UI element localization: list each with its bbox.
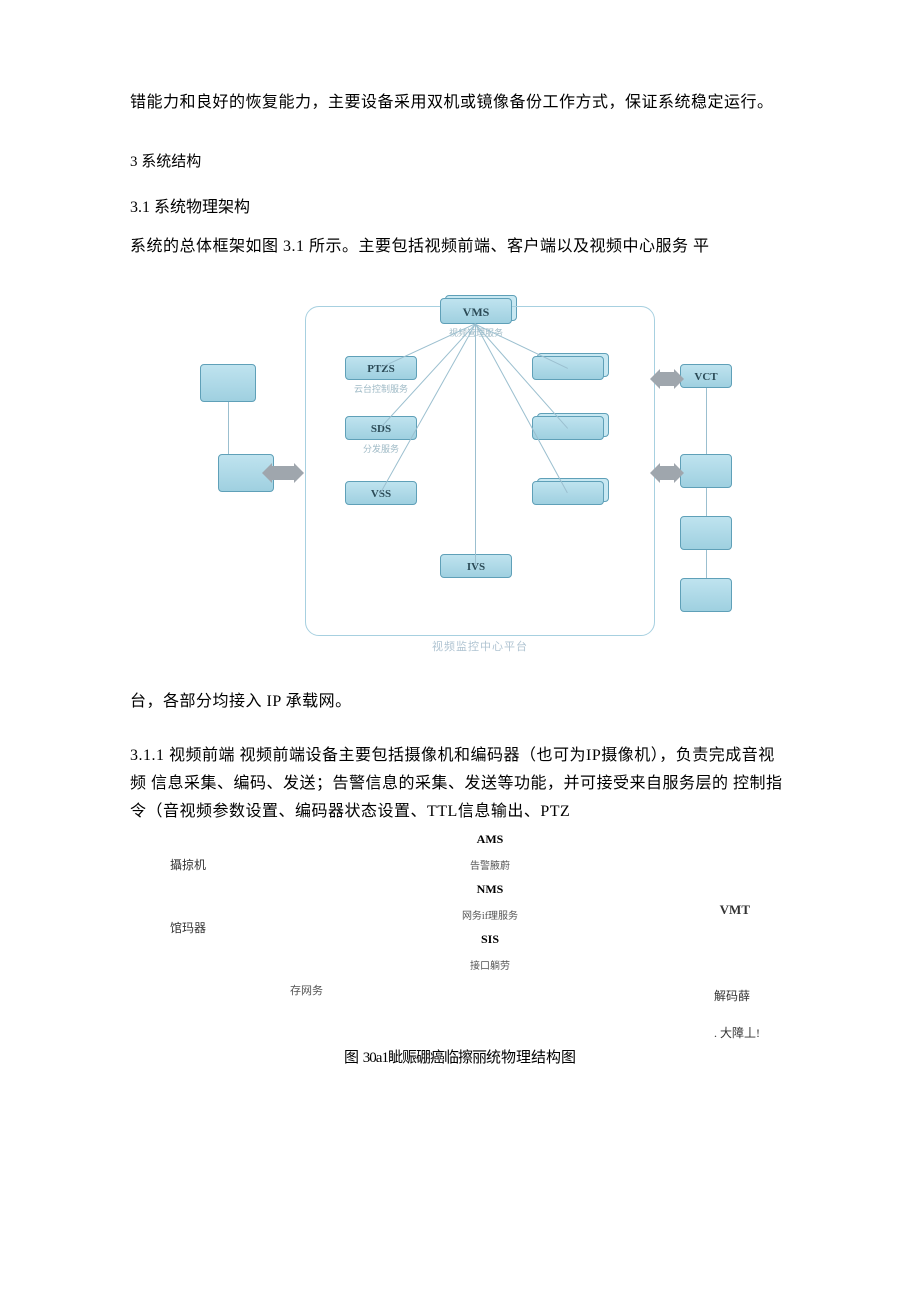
paragraph-intro: 错能力和良好的恢复能力，主要设备采用双机或镜像备份工作方式，保证系统稳定运行。 xyxy=(130,85,790,122)
mid-label-3: 网务if理服务 xyxy=(420,907,560,922)
architecture-diagram: 视频监控中心平台 VMS视频管理服务PTZS云台控制服务SDS分发服务VSSIV… xyxy=(180,286,740,666)
label-screen: . 大障丄! xyxy=(714,1024,760,1041)
double-arrow-2 xyxy=(658,466,676,480)
node-ivs: IVS xyxy=(440,554,512,578)
node-ro4 xyxy=(680,578,732,612)
lower-label-area: 攝掠机 馆玛器 存网务 AMS 告警腋蔚 NMS 网务if理服务 SIS 接口躺劳 VMT… xyxy=(130,832,790,1042)
section-3-1-heading: 3.1 系统物理架构 xyxy=(130,193,790,217)
spoke-ivs xyxy=(475,324,476,566)
caption-prefix: 图 xyxy=(344,1050,363,1066)
label-decoder: 解码薛 xyxy=(714,987,750,1004)
label-camera: 攝掠机 xyxy=(170,856,206,873)
mid-label-1: 告警腋蔚 xyxy=(420,857,560,872)
label-vmt: VMT xyxy=(720,902,750,918)
center-platform-caption: 视频监控中心平台 xyxy=(305,638,655,654)
label-encoder: 馆玛器 xyxy=(170,919,206,936)
node-lo1 xyxy=(200,364,256,402)
mid-label-2: NMS xyxy=(420,882,560,897)
node-vct: VCT xyxy=(680,364,732,388)
vline-3 xyxy=(228,402,229,454)
node-ro2 xyxy=(680,454,732,488)
label-storage-net: 存网务 xyxy=(290,982,323,998)
mid-label-5: 接口躺劳 xyxy=(420,957,560,972)
section-3-1-1: 3.1.1 视频前端 视频前端设备主要包括摄像机和编码器（也可为IP摄像机），负… xyxy=(130,742,790,826)
vline-1 xyxy=(706,488,707,516)
paragraph-3-1-a: 系统的总体框架如图 3.1 所示。主要包括视频前端、客户端以及视频中心服务 平 xyxy=(130,229,790,266)
sublabel-ptzs: 云台控制服务 xyxy=(345,382,417,395)
vline-2 xyxy=(706,550,707,578)
mid-label-0: AMS xyxy=(420,832,560,847)
section-3-heading: 3 系统结构 xyxy=(130,150,790,171)
mid-label-4: SIS xyxy=(420,932,560,947)
vline-0 xyxy=(706,388,707,454)
double-arrow-0 xyxy=(270,466,296,480)
double-arrow-1 xyxy=(658,372,676,386)
paragraph-3-1-b: 台，各部分均接入 IP 承载网。 xyxy=(130,684,790,721)
caption-suffix: 统物理结构图 xyxy=(486,1050,576,1066)
node-ro3 xyxy=(680,516,732,550)
figure-3-1-caption: 图 30a1眦赈硼癌临擦丽统物理结构图 xyxy=(130,1046,790,1067)
node-vms: VMS xyxy=(440,298,512,324)
caption-blur: 30a1眦赈硼癌临擦丽 xyxy=(363,1050,486,1066)
